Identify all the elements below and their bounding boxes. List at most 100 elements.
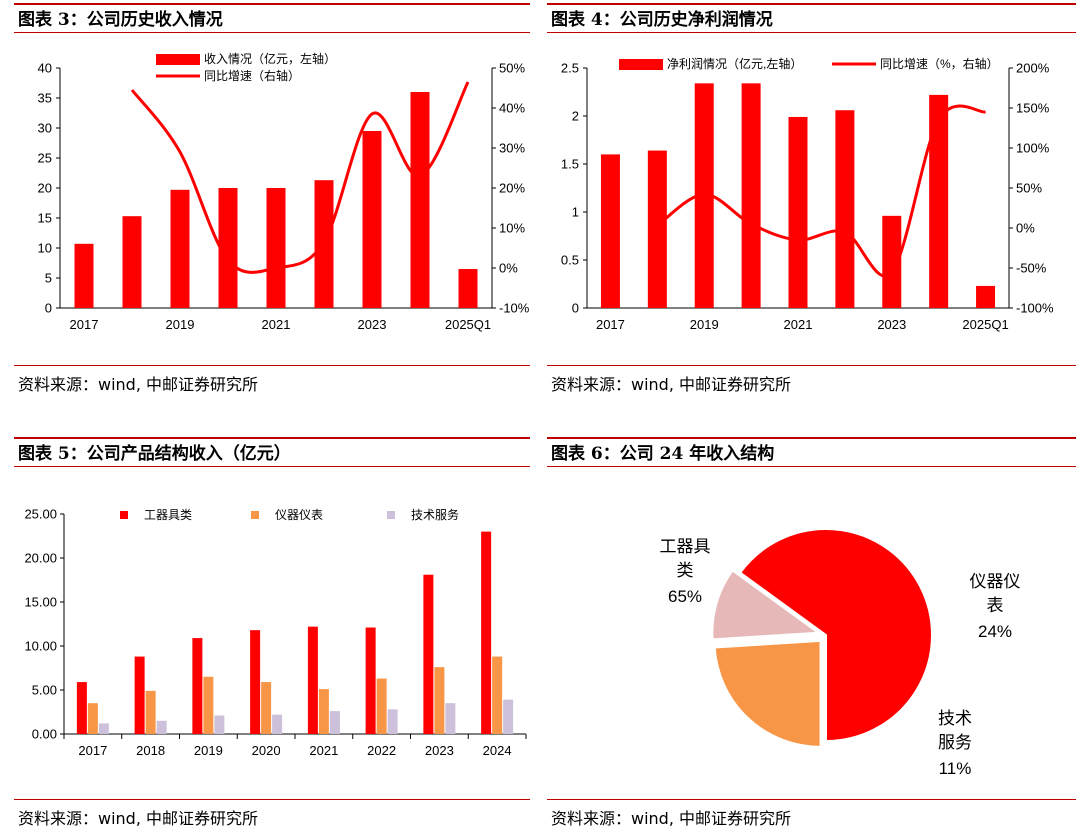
revenue-left-tick-label: 15 bbox=[38, 211, 52, 226]
mix-panel: 图表 6：公司 24 年收入结构 工器具类 65% 仪器仪表 24% 技术 服务 11% 资… bbox=[547, 437, 1076, 833]
revenue-right-tick-label: 30% bbox=[499, 141, 525, 156]
revenue-right-tick-label: 10% bbox=[499, 221, 525, 236]
profit-right-tick-label: 200% bbox=[1016, 61, 1050, 76]
product-y-tick-label: 15.00 bbox=[24, 595, 57, 610]
profit-right-tick-label: 100% bbox=[1016, 141, 1050, 156]
pie-slice-name: 服务 bbox=[938, 733, 972, 752]
product-bar bbox=[134, 656, 145, 734]
revenue-left-tick-label: 40 bbox=[38, 61, 52, 76]
product-bar bbox=[98, 723, 109, 734]
product-legend-swatch bbox=[251, 511, 259, 519]
revenue-left-tick-label: 30 bbox=[38, 121, 52, 136]
profit-bar bbox=[741, 83, 761, 308]
product-x-tick-label: 2020 bbox=[252, 743, 281, 758]
profit-left-tick-label: 2 bbox=[572, 109, 579, 124]
revenue-x-tick-label: 2017 bbox=[70, 317, 99, 332]
revenue-left-tick-label: 20 bbox=[38, 181, 52, 196]
profit-right-tick-label: 150% bbox=[1016, 101, 1050, 116]
revenue-left-tick-label: 35 bbox=[38, 91, 52, 106]
product-x-tick-label: 2018 bbox=[136, 743, 165, 758]
profit-bar bbox=[600, 154, 620, 308]
revenue-x-tick-label: 2023 bbox=[358, 317, 387, 332]
revenue-bar bbox=[458, 269, 478, 308]
profit-right-tick-label: 50% bbox=[1016, 181, 1042, 196]
profit-panel-title: 图表 4：公司历史净利润情况 bbox=[547, 3, 1076, 33]
revenue-chart: 0 5 10 15 20 25 30 35 40 -10% 0% 10% 20% 30% 40% 50% 201… bbox=[38, 51, 530, 332]
pie-slice bbox=[713, 639, 822, 748]
profit-panel-source: 资料来源：wind, 中邮证券研究所 bbox=[547, 365, 1076, 397]
product-bar bbox=[503, 699, 514, 734]
pie-slice-name: 工器具 bbox=[660, 537, 711, 556]
profit-chart: 0 0.5 1 1.5 2 2.5 -100% -50% 0% 50% 100% 150% 200% 20… bbox=[561, 56, 1054, 332]
product-bar bbox=[261, 682, 272, 734]
revenue-x-tick-label: 2019 bbox=[166, 317, 195, 332]
revenue-bar bbox=[122, 216, 142, 308]
revenue-bar bbox=[362, 131, 382, 308]
profit-x-tick-label: 2019 bbox=[690, 317, 719, 332]
profit-bar bbox=[647, 150, 667, 308]
product-bar bbox=[156, 720, 167, 734]
profit-left-tick-label: 2.5 bbox=[561, 61, 579, 76]
revenue-right-tick-label: 40% bbox=[499, 101, 525, 116]
pie-slice-name: 技术 bbox=[938, 709, 972, 728]
pie-slice-name: 类 bbox=[677, 561, 694, 580]
profit-legend-line-label: 同比增速（%，右轴） bbox=[880, 56, 999, 71]
profit-bar bbox=[976, 285, 996, 308]
profit-bar bbox=[788, 116, 808, 309]
product-bar bbox=[365, 627, 376, 734]
pie-slice-name: 仪器仪 bbox=[970, 572, 1021, 591]
revenue-panel: 图表 3：公司历史收入情况 0 5 10 15 20 25 30 35 40 -10% 0% 10% 2… bbox=[14, 3, 530, 398]
revenue-right-tick-label: 0% bbox=[499, 261, 518, 276]
product-legend-label: 工器具类 bbox=[144, 508, 192, 522]
profit-right-tick-label: -50% bbox=[1016, 261, 1047, 276]
product-bar bbox=[87, 703, 98, 734]
revenue-right-tick-label: 20% bbox=[499, 181, 525, 196]
revenue-bar bbox=[170, 189, 190, 308]
product-x-tick-label: 2024 bbox=[483, 743, 512, 758]
profit-x-tick-label: 2021 bbox=[784, 317, 813, 332]
pie-slice bbox=[738, 528, 933, 743]
profit-legend-bar-label: 净利润情况（亿元,左轴） bbox=[667, 56, 802, 71]
revenue-bar bbox=[218, 188, 238, 308]
product-legend-swatch bbox=[120, 511, 128, 519]
product-bar bbox=[145, 690, 156, 734]
mix-panel-source: 资料来源：wind, 中邮证券研究所 bbox=[547, 799, 1076, 831]
product-y-tick-label: 25.00 bbox=[24, 507, 57, 522]
revenue-x-tick-label: 2025Q1 bbox=[445, 317, 491, 332]
profit-x-tick-label: 2023 bbox=[877, 317, 906, 332]
pie-slice bbox=[711, 569, 822, 641]
pie-slice-percent: 65% bbox=[668, 587, 702, 606]
revenue-left-tick-label: 0 bbox=[45, 301, 52, 316]
profit-x-tick-label: 2017 bbox=[596, 317, 625, 332]
product-bar bbox=[376, 678, 387, 734]
profit-left-tick-label: 1.5 bbox=[561, 157, 579, 172]
pie-slice-percent: 24% bbox=[978, 622, 1012, 641]
profit-left-tick-label: 0.5 bbox=[561, 253, 579, 268]
product-bar bbox=[434, 667, 445, 734]
revenue-panel-title: 图表 3：公司历史收入情况 bbox=[14, 3, 530, 33]
mix-chart: 工器具类 65% 仪器仪表 24% 技术服务 11% bbox=[660, 528, 1021, 778]
product-y-tick-label: 0.00 bbox=[32, 727, 57, 742]
product-bar bbox=[423, 574, 434, 734]
product-bar bbox=[76, 682, 87, 734]
product-x-tick-label: 2019 bbox=[194, 743, 223, 758]
revenue-right-tick-label: -10% bbox=[499, 301, 530, 316]
product-y-tick-label: 5.00 bbox=[32, 683, 57, 698]
product-bar bbox=[318, 689, 329, 734]
product-bar bbox=[214, 715, 225, 734]
revenue-left-tick-label: 10 bbox=[38, 241, 52, 256]
product-x-tick-label: 2023 bbox=[425, 743, 454, 758]
revenue-left-tick-label: 25 bbox=[38, 151, 52, 166]
product-bar bbox=[481, 531, 492, 734]
product-bar bbox=[445, 703, 456, 734]
profit-right-tick-label: 0% bbox=[1016, 221, 1035, 236]
profit-bar bbox=[835, 110, 855, 309]
product-bar bbox=[272, 714, 283, 734]
product-bar bbox=[307, 626, 318, 734]
product-legend-swatch bbox=[387, 511, 395, 519]
revenue-panel-source: 资料来源：wind, 中邮证券研究所 bbox=[14, 365, 530, 397]
product-panel: 图表 5：公司产品结构收入（亿元） 0.00 5.00 10.00 15.00 20.0… bbox=[14, 437, 530, 833]
revenue-legend-line-label: 同比增速（右轴） bbox=[204, 68, 300, 83]
revenue-right-tick-label: 50% bbox=[499, 61, 525, 76]
product-panel-title: 图表 5：公司产品结构收入（亿元） bbox=[14, 437, 530, 467]
